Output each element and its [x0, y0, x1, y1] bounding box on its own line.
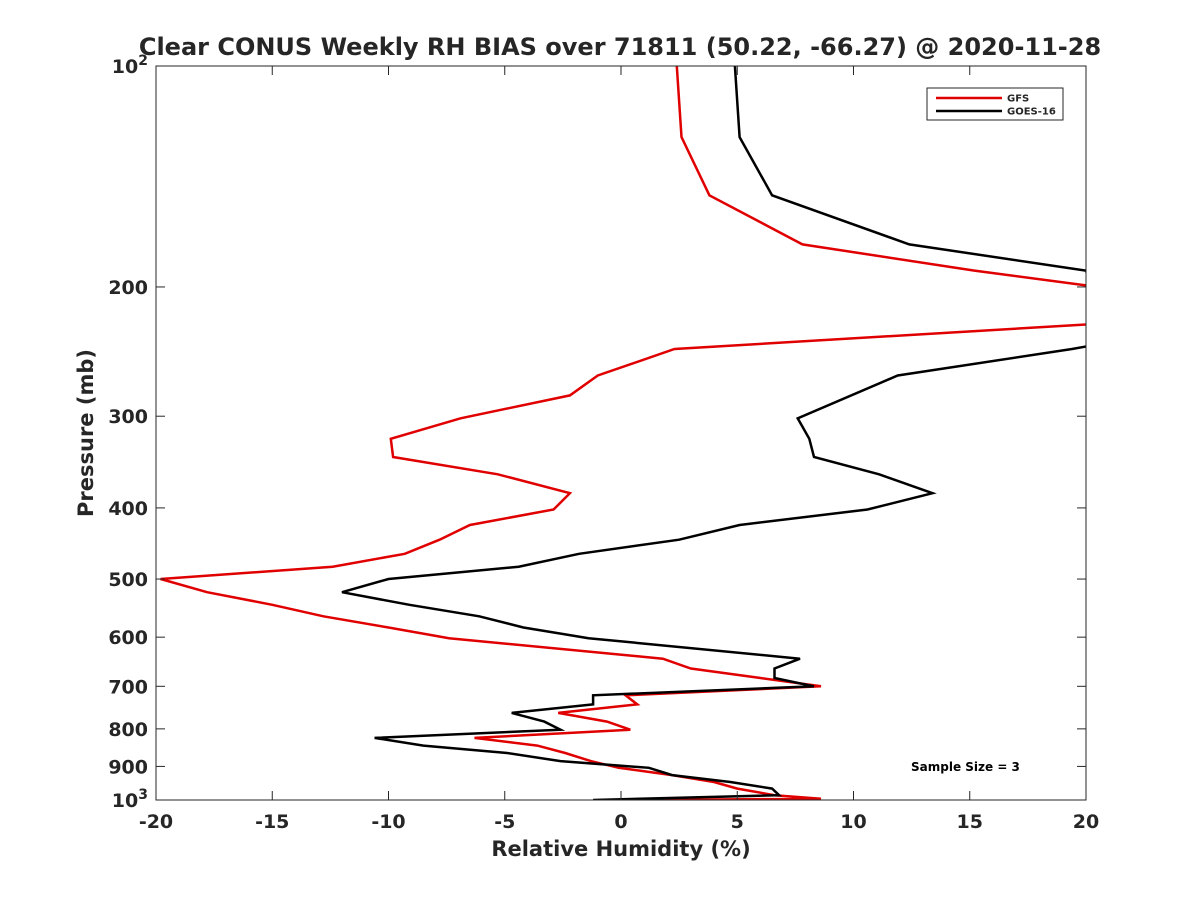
y-tick-label: 102 — [112, 53, 148, 78]
x-tick-label: 15 — [957, 811, 983, 833]
legend-label-gfs: GFS — [1007, 94, 1029, 105]
y-tick-label: 200 — [108, 277, 148, 299]
series-line-goes16 — [341, 66, 1086, 800]
y-tick-label: 800 — [108, 719, 148, 741]
y-tick-label: 500 — [108, 569, 148, 591]
chart-title: Clear CONUS Weekly RH BIAS over 71811 (5… — [139, 33, 1101, 61]
y-tick-label: 700 — [108, 676, 148, 698]
sample-size-annotation: Sample Size = 3 — [911, 760, 1020, 774]
x-tick-label: -20 — [139, 811, 173, 833]
x-axis-label: Relative Humidity (%) — [491, 837, 750, 861]
legend-box — [926, 87, 1064, 121]
plot-frame — [155, 65, 1087, 801]
y-tick-label: 600 — [108, 627, 148, 649]
x-tick-label: -5 — [494, 811, 515, 833]
x-tick-label: 10 — [840, 811, 866, 833]
x-tick-label: 5 — [731, 811, 744, 833]
series-line-gfs — [160, 66, 1086, 800]
legend: GFS GOES-16 — [926, 87, 1064, 121]
x-axis: -20 -15 -10 -5 0 5 10 15 20 — [139, 66, 1099, 833]
x-tick-label: 20 — [1073, 811, 1099, 833]
y-axis-label: Pressure (mb) — [74, 349, 98, 517]
y-tick-label: 900 — [108, 756, 148, 778]
y-tick-label: 300 — [108, 406, 148, 428]
series-layer — [160, 66, 1086, 800]
y-tick-label: 400 — [108, 498, 148, 520]
x-tick-label: -10 — [371, 811, 405, 833]
x-tick-label: 0 — [614, 811, 627, 833]
y-tick-label: 103 — [112, 787, 148, 812]
legend-label-goes16: GOES-16 — [1007, 107, 1056, 118]
x-tick-label: -15 — [255, 811, 289, 833]
y-axis: 102 200 300 400 500 600 700 800 900 103 — [108, 53, 1086, 812]
